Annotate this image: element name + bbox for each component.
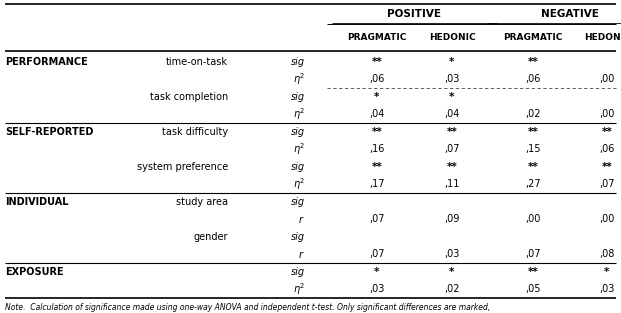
Text: **: ** [528,57,538,67]
Text: **: ** [528,127,538,137]
Text: ,06: ,06 [599,144,615,154]
Text: task difficulty: task difficulty [162,127,228,137]
Text: sig: sig [291,232,305,242]
Text: time-on-task: time-on-task [166,57,228,67]
Text: ,00: ,00 [599,214,615,224]
Text: **: ** [528,162,538,172]
Text: gender: gender [194,232,228,242]
Text: ,02: ,02 [444,284,460,294]
Text: EXPOSURE: EXPOSURE [5,267,63,277]
Text: PERFORMANCE: PERFORMANCE [5,57,88,67]
Text: ,06: ,06 [525,74,541,84]
Text: ,00: ,00 [525,214,541,224]
Text: ,03: ,03 [444,74,460,84]
Text: ,07: ,07 [525,249,541,259]
Text: $\eta^2$: $\eta^2$ [292,141,305,157]
Text: POSITIVE: POSITIVE [388,9,442,19]
Text: ,03: ,03 [599,284,615,294]
Text: ,07: ,07 [369,249,385,259]
Text: *: * [374,267,379,277]
Text: ,11: ,11 [444,179,460,189]
Text: ,09: ,09 [444,214,460,224]
Text: HEDONIC: HEDONIC [428,33,475,42]
Text: NEGATIVE: NEGATIVE [541,9,599,19]
Text: **: ** [602,162,612,172]
Text: $\eta^2$: $\eta^2$ [292,71,305,87]
Text: sig: sig [291,127,305,137]
Text: ,03: ,03 [444,249,460,259]
Text: ,04: ,04 [369,109,384,119]
Text: $\eta^2$: $\eta^2$ [292,106,305,122]
Text: ,16: ,16 [369,144,384,154]
Text: $\eta^2$: $\eta^2$ [114,312,124,313]
Text: ,07: ,07 [599,179,615,189]
Text: ,17: ,17 [369,179,385,189]
Text: ,05: ,05 [525,284,541,294]
Text: ,08: ,08 [599,249,615,259]
Text: **: ** [371,57,383,67]
Text: ,07: ,07 [369,214,385,224]
Text: task completion: task completion [150,92,228,102]
Text: study area: study area [176,197,228,207]
Text: ,00: ,00 [599,109,615,119]
Text: ,07: ,07 [444,144,460,154]
Text: ,04: ,04 [444,109,460,119]
Text: Note.  Calculation of significance made using one-way ANOVA and independent t-te: Note. Calculation of significance made u… [5,304,490,312]
Text: $\eta^2$: $\eta^2$ [292,176,305,192]
Text: *: * [450,57,455,67]
Text: **: ** [371,127,383,137]
Text: *: * [374,92,379,102]
Text: **: ** [602,127,612,137]
Text: sig: sig [291,267,305,277]
Text: ,00: ,00 [599,74,615,84]
Text: sig: sig [291,162,305,172]
Text: SELF-REPORTED: SELF-REPORTED [5,127,93,137]
Text: *: * [604,267,610,277]
Text: ,02: ,02 [525,109,541,119]
Text: ,15: ,15 [525,144,541,154]
Text: *: * [450,92,455,102]
Text: sig: sig [291,57,305,67]
Text: **: ** [446,127,458,137]
Text: ,03: ,03 [369,284,384,294]
Text: $r$: $r$ [299,214,305,225]
Text: $r$: $r$ [299,249,305,260]
Text: HEDONIC: HEDONIC [584,33,621,42]
Text: system preference: system preference [137,162,228,172]
Text: **: ** [446,162,458,172]
Text: **: ** [528,267,538,277]
Text: PRAGMATIC: PRAGMATIC [503,33,563,42]
Text: ,06: ,06 [369,74,384,84]
Text: sig: sig [291,197,305,207]
Text: $\eta^2$: $\eta^2$ [292,281,305,297]
Text: ,27: ,27 [525,179,541,189]
Text: *: * [450,267,455,277]
Text: **: ** [371,162,383,172]
Text: PRAGMATIC: PRAGMATIC [347,33,407,42]
Text: sig: sig [291,92,305,102]
Text: INDIVIDUAL: INDIVIDUAL [5,197,68,207]
